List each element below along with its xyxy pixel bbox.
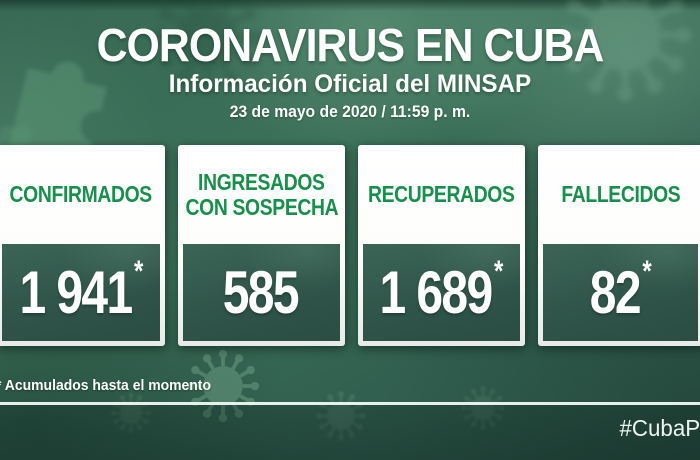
stat-value-panel: 1 941 * xyxy=(2,244,160,341)
stat-card-confirmados: CONFIRMADOS 1 941 * xyxy=(0,145,165,346)
footer-band xyxy=(0,405,700,460)
stat-value: 1 689 xyxy=(379,258,494,326)
hashtag-label: #CubaP xyxy=(619,415,700,441)
asterisk-mark: * xyxy=(133,254,143,288)
stat-value: 82 xyxy=(589,258,642,326)
stat-label-line1: CONFIRMADOS xyxy=(9,181,153,207)
stat-label-line1: RECUPERADOS xyxy=(368,181,515,207)
footer-divider-line xyxy=(0,402,700,405)
stat-value: 585 xyxy=(222,258,300,326)
stat-card-recuperados: RECUPERADOS 1 689 * xyxy=(358,145,525,346)
stat-card-label: RECUPERADOS xyxy=(358,145,525,244)
page-subtitle: Información Oficial del MINSAP xyxy=(168,70,532,98)
asterisk-mark: * xyxy=(642,254,652,288)
stat-card-fallecidos: FALLECIDOS 82 * xyxy=(538,145,700,346)
stat-card-label: INGRESADOS CON SOSPECHA xyxy=(178,145,345,244)
report-date: 23 de mayo de 2020 / 11:59 p. m. xyxy=(229,103,471,121)
stat-value-panel: 585 xyxy=(183,244,340,341)
stat-label-line2: CON SOSPECHA xyxy=(185,193,338,220)
stat-value-panel: 82 * xyxy=(543,244,698,341)
header: CORONAVIRUS EN CUBA Información Oficial … xyxy=(0,22,700,122)
stat-card-ingresados: INGRESADOS CON SOSPECHA 585 xyxy=(178,145,345,346)
stat-value-panel: 1 689 * xyxy=(363,244,520,341)
asterisk-mark: * xyxy=(494,254,504,288)
stat-card-label: FALLECIDOS xyxy=(538,145,700,244)
page-title: CORONAVIRUS EN CUBA xyxy=(96,19,605,71)
stat-label-line1: INGRESADOS xyxy=(198,168,325,195)
stat-value: 1 941 xyxy=(19,258,133,326)
stat-card-label: CONFIRMADOS xyxy=(0,145,165,244)
cumulative-footnote: * Acumulados hasta el momento xyxy=(0,377,211,394)
stat-label-line1: FALLECIDOS xyxy=(560,181,680,207)
